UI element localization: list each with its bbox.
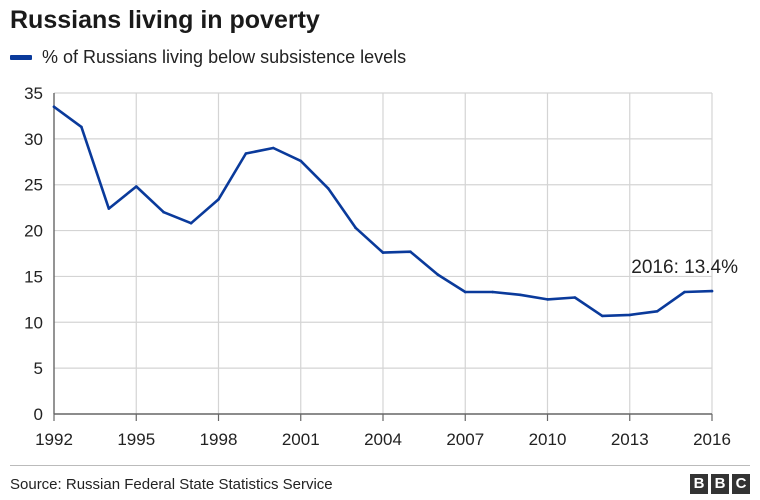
data-point-1997 xyxy=(189,221,193,225)
legend-label: % of Russians living below subsistence l… xyxy=(42,47,407,67)
data-point-2002 xyxy=(326,187,330,190)
data-point-2010 xyxy=(546,298,549,301)
logo-letter-b2: B xyxy=(711,474,729,494)
data-point-1992 xyxy=(52,105,56,109)
data-point-2001 xyxy=(299,159,303,163)
x-tick-label-2010: 2010 xyxy=(529,430,567,449)
x-tick-label-2013: 2013 xyxy=(611,430,649,449)
x-tick-label-1998: 1998 xyxy=(200,430,238,449)
y-tick-label-35: 35 xyxy=(24,84,43,103)
x-tick-label-2007: 2007 xyxy=(446,430,484,449)
data-point-2007 xyxy=(463,290,467,294)
line-chart: 0 5 10 15 20 25 30 35 1992 1995 1998 2001 2004 2007 20… xyxy=(24,84,738,449)
y-tick-label-0: 0 xyxy=(34,405,43,424)
y-tick-label-5: 5 xyxy=(34,359,43,378)
data-point-2009 xyxy=(518,293,522,297)
data-point-2015 xyxy=(683,290,686,294)
data-point-2000 xyxy=(272,146,275,150)
x-tick-label-1992: 1992 xyxy=(35,430,73,449)
x-tick-label-2016: 2016 xyxy=(693,430,731,449)
y-tick-label-15: 15 xyxy=(24,267,43,286)
data-point-1999 xyxy=(244,152,248,155)
data-point-2006 xyxy=(436,273,440,276)
x-tick-label-2004: 2004 xyxy=(364,430,402,449)
annotation-2016: 2016: 13.4% xyxy=(631,257,738,278)
data-point-1998 xyxy=(217,198,220,201)
chart-title: Russians living in poverty xyxy=(10,6,320,34)
data-point-2003 xyxy=(354,226,357,230)
data-point-2005 xyxy=(409,250,412,253)
data-point-1994 xyxy=(107,207,111,210)
y-tick-label-30: 30 xyxy=(24,130,43,149)
source-note: Source: Russian Federal State Statistics… xyxy=(10,476,333,493)
x-tick-label-2001: 2001 xyxy=(282,430,320,449)
y-tick-label-25: 25 xyxy=(24,176,43,195)
data-point-2004 xyxy=(381,251,385,254)
y-tick-label-10: 10 xyxy=(24,313,43,332)
legend-swatch xyxy=(10,55,32,60)
data-point-1996 xyxy=(162,210,165,214)
bbc-logo: B B C xyxy=(690,474,750,494)
data-point-1993 xyxy=(80,125,83,129)
legend: % of Russians living below subsistence l… xyxy=(10,47,406,68)
data-point-2012 xyxy=(601,314,604,318)
x-tick-label-1995: 1995 xyxy=(117,430,155,449)
data-point-2011 xyxy=(573,296,577,299)
data-point-2014 xyxy=(655,309,659,313)
data-point-2008 xyxy=(491,290,494,294)
logo-letter-b1: B xyxy=(690,474,708,494)
data-point-2013 xyxy=(628,313,632,317)
data-point-2016 xyxy=(710,289,714,293)
y-tick-label-20: 20 xyxy=(24,222,43,241)
logo-letter-c: C xyxy=(732,474,750,494)
data-point-1995 xyxy=(134,185,138,188)
footer-divider xyxy=(10,465,750,466)
